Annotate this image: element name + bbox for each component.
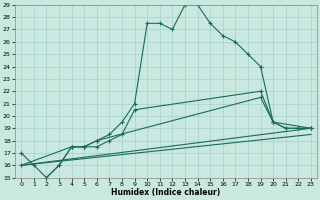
X-axis label: Humidex (Indice chaleur): Humidex (Indice chaleur) — [111, 188, 221, 197]
